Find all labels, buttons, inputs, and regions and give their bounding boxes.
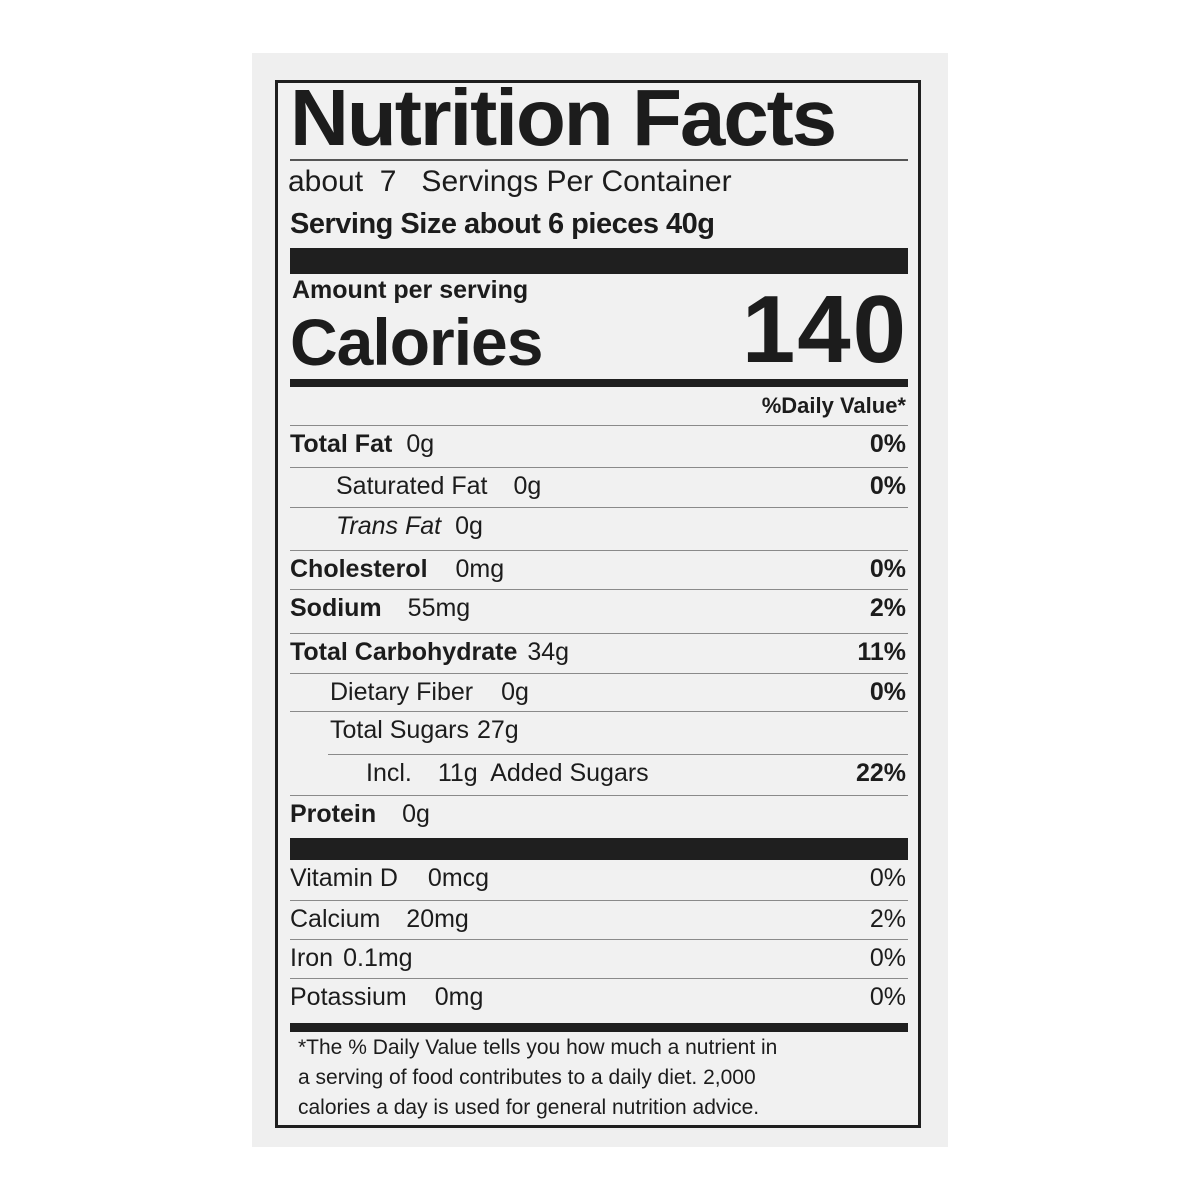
- nutrient-daily-value: 0%: [869, 472, 906, 500]
- nutrient-row: Trans Fat 0g: [290, 511, 906, 547]
- nutrient-row: Cholesterol 0mg 0%: [290, 554, 906, 590]
- nutrient-amount: 0g: [455, 512, 483, 540]
- amount-per-serving: Amount per serving: [292, 276, 529, 304]
- serving-size: Serving Size about 6 pieces 40g: [290, 208, 715, 240]
- nutrient-daily-value: 22%: [855, 759, 906, 787]
- divider: [290, 507, 908, 508]
- nutrient-amount: 27g: [476, 716, 519, 744]
- divider: [290, 550, 908, 551]
- divider: [328, 754, 908, 755]
- nutrition-facts-label: Nutrition Facts about 7 Servings Per Con…: [275, 73, 921, 1128]
- medium-divider: [290, 1023, 908, 1032]
- footnote-line: a serving of food contributes to a daily…: [298, 1066, 756, 1089]
- nutrient-name: Sodium: [290, 594, 382, 622]
- nutrient-amount: 0g: [513, 472, 542, 500]
- nutrient-name: Trans Fat: [336, 512, 442, 540]
- nutrient-daily-value: 11%: [857, 638, 906, 666]
- footnote-line: calories a day is used for general nutri…: [298, 1096, 760, 1119]
- vitamin-row: Iron 0.1mg 0%: [290, 943, 906, 979]
- nutrient-row: Sodium 55mg 2%: [290, 593, 906, 629]
- divider: [290, 589, 908, 590]
- divider: [290, 673, 908, 674]
- nutrient-name: Protein: [290, 800, 377, 828]
- divider: [290, 633, 908, 634]
- vitamin-row: Calcium 20mg 2%: [290, 904, 906, 940]
- nutrient-name: Incl.: [366, 759, 412, 787]
- nutrient-amount: 55mg: [407, 594, 471, 622]
- vitamin-row: Potassium 0mg 0%: [290, 982, 906, 1018]
- vitamin-daily-value: 2%: [869, 905, 906, 933]
- nutrient-name: Dietary Fiber: [330, 678, 474, 706]
- thick-divider: [290, 248, 908, 274]
- vitamin-row: Vitamin D 0mcg 0%: [290, 863, 906, 899]
- nutrient-daily-value: 0%: [869, 430, 906, 458]
- vitamin-amount: 0mcg: [427, 864, 490, 892]
- footnote: *The % Daily Value tells you how much a …: [298, 1033, 777, 1123]
- vitamin-name: Potassium: [290, 983, 407, 1011]
- nutrient-daily-value: 2%: [869, 594, 906, 622]
- divider: [290, 425, 908, 426]
- divider: [290, 159, 908, 161]
- nutrient-row: Saturated Fat 0g 0%: [290, 471, 906, 507]
- nutrient-name: Total Sugars: [330, 716, 469, 744]
- divider: [290, 795, 908, 796]
- thick-divider: [290, 838, 908, 860]
- vitamin-name: Iron: [290, 944, 334, 972]
- divider: [290, 467, 908, 468]
- nutrient-name: Total Carbohydrate: [290, 638, 518, 666]
- vitamin-name: Calcium: [290, 905, 381, 933]
- nutrient-daily-value: 0%: [869, 678, 906, 706]
- medium-divider: [290, 379, 908, 387]
- nutrient-amount: 0mg: [455, 555, 505, 583]
- calories-label: Calories: [290, 305, 543, 379]
- nutrient-name: Saturated Fat: [336, 472, 488, 500]
- nutrient-amount: 0g: [402, 800, 430, 828]
- divider: [290, 900, 908, 901]
- nutrient-row: Total Fat 0g 0%: [290, 429, 906, 465]
- vitamin-amount: 0mg: [434, 983, 484, 1011]
- nutrient-name: Cholesterol: [290, 555, 428, 583]
- divider: [290, 978, 908, 979]
- daily-value-header: %Daily Value*: [761, 393, 906, 418]
- vitamin-daily-value: 0%: [869, 944, 906, 972]
- nutrient-row: Total Carbohydrate 34g 11%: [290, 637, 906, 673]
- vitamin-daily-value: 0%: [869, 983, 906, 1011]
- nutrient-name: Total Fat: [290, 430, 393, 458]
- nutrient-amount: 11g Added Sugars: [437, 759, 649, 787]
- label-title: Nutrition Facts: [290, 73, 837, 162]
- nutrient-row: Dietary Fiber 0g 0%: [290, 677, 906, 713]
- vitamin-amount: 0.1mg: [343, 944, 413, 972]
- divider: [290, 939, 908, 940]
- nutrient-amount: 34g: [527, 638, 570, 666]
- servings-per-container: about 7 Servings Per Container: [288, 165, 732, 198]
- nutrient-row: Total Sugars 27g: [290, 715, 906, 751]
- vitamin-name: Vitamin D: [290, 864, 398, 892]
- nutrient-daily-value: 0%: [869, 555, 906, 583]
- nutrient-amount: 0g: [406, 430, 435, 458]
- nutrient-row: Incl. 11g Added Sugars 22%: [290, 758, 906, 794]
- footnote-line: *The % Daily Value tells you how much a …: [298, 1036, 778, 1059]
- vitamin-amount: 20mg: [406, 905, 469, 933]
- calories-value: 140: [741, 276, 908, 383]
- vitamin-daily-value: 0%: [869, 864, 906, 892]
- nutrient-row: Protein 0g: [290, 799, 906, 835]
- divider: [290, 711, 908, 712]
- nutrient-amount: 0g: [501, 678, 529, 706]
